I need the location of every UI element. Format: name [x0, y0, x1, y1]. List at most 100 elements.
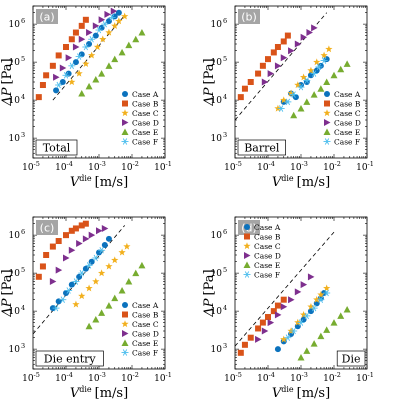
- data-point: [111, 55, 119, 63]
- data-point: [105, 235, 112, 242]
- data-point: [310, 304, 318, 312]
- series-case-b: [35, 220, 89, 280]
- y-axis-unit: [Pa]: [202, 58, 217, 84]
- legend-marker: [122, 100, 128, 107]
- x-axis-symbol: V: [70, 175, 81, 190]
- asterisk-stroke: [298, 83, 304, 91]
- data-point: [115, 9, 122, 16]
- data-point: [270, 49, 277, 56]
- y-tick-label: 103: [9, 131, 26, 144]
- data-point: [294, 81, 302, 89]
- legend-entry: Case E: [243, 261, 280, 270]
- x-tick-base: 10: [224, 163, 236, 173]
- data-point: [280, 303, 288, 311]
- y-tick-exp: 3: [21, 342, 25, 350]
- x-tick-exp: -4: [269, 371, 275, 379]
- data-point: [93, 43, 102, 51]
- data-point: [300, 281, 308, 289]
- x-tick-base: 10: [290, 374, 302, 384]
- data-point: [303, 98, 311, 105]
- y-tick-base: 10: [211, 231, 223, 241]
- data-point: [310, 340, 318, 347]
- corner-title-box: [35, 139, 78, 156]
- x-tick-label: 10-3: [88, 371, 106, 384]
- legend-label: Case F: [132, 348, 158, 357]
- legend-label: Case A: [132, 301, 159, 310]
- legend-label: Case B: [132, 99, 159, 108]
- x-axis-label: Vdie [m/s]: [70, 385, 128, 401]
- y-tick-label: 105: [211, 266, 228, 279]
- data-point: [92, 22, 100, 30]
- y-tick-base: 10: [9, 231, 21, 241]
- data-point: [313, 58, 321, 66]
- data-point: [65, 287, 73, 294]
- panel-label-text: (b): [241, 11, 257, 24]
- legend-marker: [122, 119, 129, 126]
- y-tick-exp: 4: [223, 304, 227, 312]
- data-point: [132, 269, 140, 277]
- corner-title: Die entry: [35, 350, 104, 367]
- plot-area: [235, 12, 351, 121]
- data-point: [75, 53, 83, 60]
- data-point: [82, 220, 89, 227]
- x-tick-exp: -4: [67, 160, 73, 168]
- y-tick-label: 106: [9, 17, 26, 30]
- data-point: [82, 16, 89, 23]
- y-tick-exp: 4: [21, 93, 25, 101]
- x-tick-base: 10: [356, 163, 368, 173]
- data-point: [78, 89, 86, 97]
- x-axis-label: Vdie [m/s]: [272, 174, 330, 190]
- y-tick-label: 106: [211, 228, 228, 241]
- data-point: [55, 266, 63, 274]
- asterisk-stroke: [53, 304, 59, 312]
- data-point: [297, 319, 305, 326]
- legend-marker: [244, 252, 251, 259]
- legend-label: Case E: [132, 339, 158, 348]
- data-point: [300, 73, 308, 81]
- series-case-d: [261, 24, 318, 86]
- x-tick-base: 10: [55, 163, 67, 173]
- corner-title: Total: [35, 139, 78, 156]
- legend-marker: [324, 91, 330, 97]
- y-axis-symbol: ΔP: [202, 298, 217, 317]
- data-point: [138, 29, 146, 36]
- data-point: [105, 262, 113, 270]
- series-case-f: [284, 289, 331, 341]
- plot-area: [235, 231, 351, 361]
- y-tick-base: 10: [9, 96, 21, 106]
- data-point: [247, 79, 254, 85]
- legend-entry: Case F: [323, 137, 360, 146]
- legend-label: Case A: [254, 223, 281, 232]
- data-point: [300, 33, 308, 41]
- legend-marker: [324, 119, 331, 126]
- legend-entry: Case C: [121, 320, 159, 329]
- legend-marker: [122, 302, 128, 308]
- data-point: [86, 41, 93, 47]
- x-axis-label: Vdie [m/s]: [70, 174, 128, 190]
- legend-label: Case F: [132, 137, 158, 146]
- data-point: [78, 222, 85, 229]
- data-point: [337, 65, 345, 73]
- data-point: [267, 70, 275, 78]
- legend-entry: Case E: [323, 128, 360, 137]
- data-point: [63, 44, 69, 51]
- legend-marker: [243, 261, 251, 268]
- y-tick-exp: 6: [223, 228, 227, 236]
- data-point: [105, 302, 113, 309]
- data-point: [297, 105, 305, 112]
- legend-marker: [121, 128, 129, 135]
- x-axis-unit: [m/s]: [297, 175, 331, 190]
- panel-label: (a): [36, 9, 58, 24]
- x-axis-sup: die: [79, 385, 92, 394]
- panel-label: (b): [238, 9, 260, 24]
- data-point: [274, 62, 282, 70]
- data-point: [241, 85, 248, 92]
- data-point: [55, 52, 62, 59]
- data-point: [270, 308, 277, 315]
- data-point: [95, 26, 103, 34]
- data-point: [76, 240, 83, 248]
- x-tick-exp: -3: [100, 371, 106, 379]
- series-case-e: [85, 261, 146, 330]
- data-point: [297, 354, 305, 361]
